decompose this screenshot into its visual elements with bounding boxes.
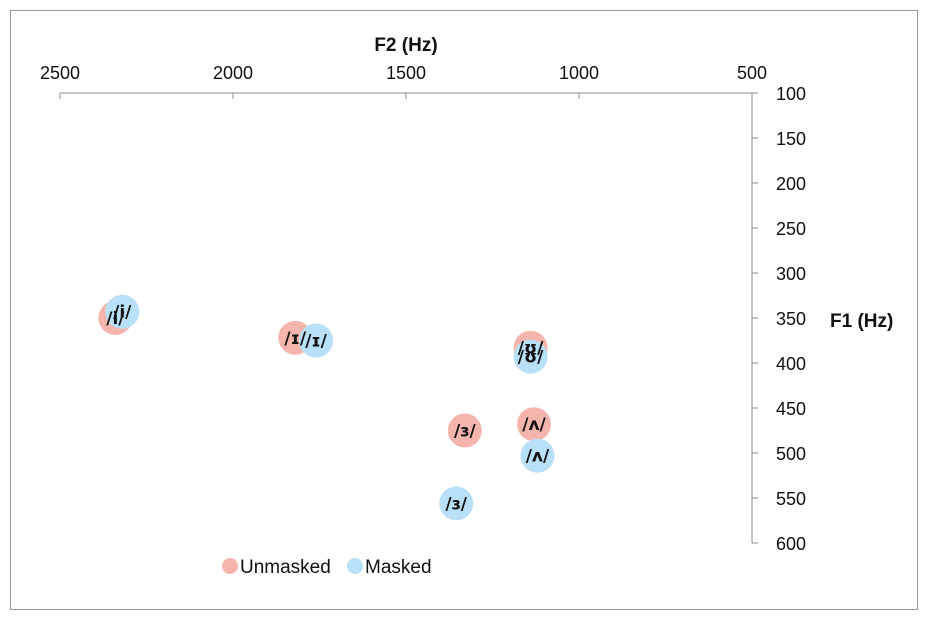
y-tick-label: 400 (776, 354, 806, 374)
masked-point-label: /ɪ/ (305, 332, 327, 352)
y-tick-label: 300 (776, 264, 806, 284)
legend-marker-unmasked (222, 558, 238, 574)
data-points: /i/ /ɪ/ /ʊ/ /ʌ/ /ɜ/ /i/ /ɪ/ /ʊ/ /ʌ/ /ɜ/ (98, 294, 555, 521)
unmasked-point-label: /ʌ/ (522, 415, 546, 435)
x-axis: 2500 2000 1500 1000 500 (40, 63, 767, 99)
y-tick-label: 200 (776, 174, 806, 194)
y-tick-label: 150 (776, 129, 806, 149)
legend-label-unmasked: Unmasked (240, 557, 331, 578)
y-tick-label: 450 (776, 399, 806, 419)
x-tick-label: 1500 (386, 63, 426, 83)
masked-point (299, 323, 334, 358)
x-tick-label: 2500 (40, 63, 80, 83)
unmasked-point-label: /ɪ/ (284, 329, 306, 349)
legend-label-masked: Masked (365, 557, 432, 578)
y-axis: 100 150 200 250 300 350 400 450 500 550 600 (751, 84, 806, 554)
masked-point-label: /ɜ/ (445, 494, 467, 514)
masked-point (439, 486, 474, 521)
unmasked-point-label: /ɜ/ (454, 422, 476, 442)
legend-marker-masked (347, 558, 363, 574)
y-tick-label: 600 (776, 534, 806, 554)
x-tick-label: 2000 (213, 63, 253, 83)
unmasked-point (447, 413, 482, 448)
x-axis-title: F2 (Hz) (374, 35, 437, 56)
y-tick-label: 500 (776, 444, 806, 464)
y-tick-label: 100 (776, 84, 806, 104)
x-tick-label: 1000 (559, 63, 599, 83)
masked-point (105, 294, 140, 329)
y-axis-title: F1 (Hz) (830, 311, 893, 332)
unmasked-point-label: /ʊ/ (518, 339, 544, 359)
masked-point-label: /i/ (113, 303, 132, 323)
masked-point (520, 438, 555, 473)
masked-point (513, 339, 548, 374)
masked-point-label: /ʌ/ (526, 447, 550, 467)
unmasked-point (517, 407, 552, 442)
y-tick-label: 350 (776, 309, 806, 329)
y-tick-label: 250 (776, 219, 806, 239)
legend: Unmasked Masked (222, 557, 432, 578)
x-tick-label: 500 (737, 63, 767, 83)
unmasked-point-label: /i/ (106, 309, 125, 329)
y-tick-label: 550 (776, 489, 806, 509)
masked-point-label: /ʊ/ (518, 348, 544, 368)
